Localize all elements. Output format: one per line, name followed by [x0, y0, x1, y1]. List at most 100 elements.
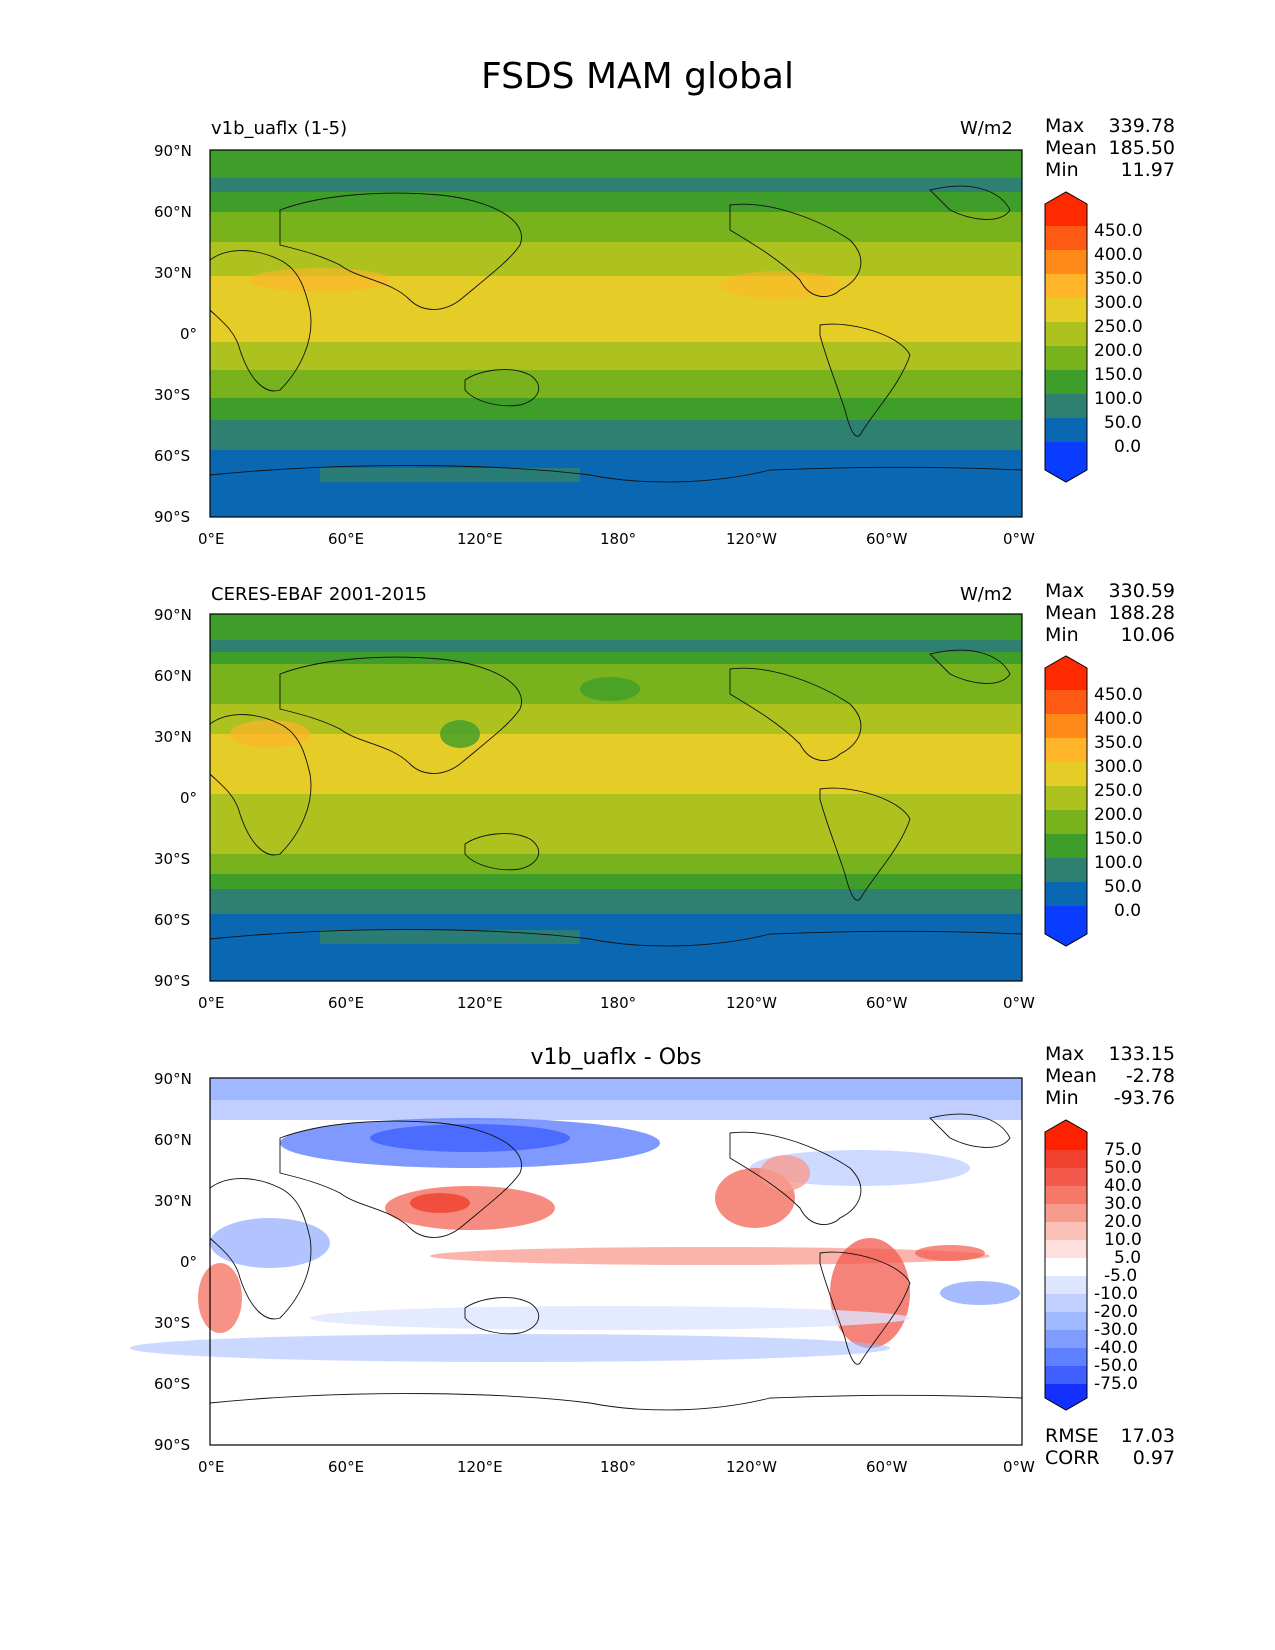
- lat-tick: 60°N: [154, 667, 192, 685]
- map-fill: [130, 1078, 1022, 1445]
- lat-tick: 0°: [180, 325, 198, 343]
- stat-min: Min 10.06: [1045, 624, 1175, 646]
- lon-tick: 180°: [600, 530, 637, 548]
- lon-tick: 120°E: [457, 994, 503, 1012]
- colorbar-segments: [1045, 656, 1087, 946]
- map-diff: [130, 1077, 1023, 1446]
- map-fill: [210, 614, 1022, 981]
- lon-tick: 180°: [600, 1458, 637, 1476]
- lat-tick: 0°: [180, 789, 198, 807]
- lon-tick: 120°E: [457, 1458, 503, 1476]
- map-ref: [209, 613, 1023, 982]
- map-fill: [210, 150, 1022, 517]
- colorbar-label: 150.0: [1094, 365, 1143, 385]
- colorbar-label: 450.0: [1094, 685, 1143, 705]
- stat-mean: Mean -2.78: [1045, 1065, 1175, 1087]
- lon-tick: 120°E: [457, 530, 503, 548]
- coastlines: [209, 649, 1023, 947]
- lon-tick: 0°W: [1003, 994, 1035, 1012]
- colorbar-label: 75.0: [1104, 1140, 1142, 1160]
- map-test: [209, 149, 1023, 518]
- units-label: W/m2: [960, 118, 1013, 139]
- colorbar-label: 5.0: [1114, 1248, 1142, 1268]
- colorbar-label: -50.0: [1094, 1356, 1138, 1376]
- panel-title-left: CERES-EBAF 2001-2015: [211, 584, 427, 605]
- lat-tick: 90°S: [154, 508, 191, 526]
- panel-title-left: v1b_uaflx (1-5): [211, 118, 348, 139]
- lat-tick: 90°S: [154, 972, 191, 990]
- lat-tick: 0°: [180, 1253, 198, 1271]
- colorbar-label: -30.0: [1094, 1320, 1138, 1340]
- lat-tick: 30°S: [154, 1314, 191, 1332]
- lat-tick: 90°N: [154, 142, 192, 160]
- colorbar-label: 300.0: [1094, 757, 1143, 777]
- colorbar-label: 400.0: [1094, 709, 1143, 729]
- lon-tick: 0°E: [198, 994, 225, 1012]
- lat-tick: 30°S: [154, 386, 191, 404]
- lat-tick: 90°N: [154, 606, 192, 624]
- lat-tick: 90°S: [154, 1436, 191, 1454]
- stat-mean: Mean 188.28: [1045, 602, 1175, 624]
- units-label: W/m2: [960, 584, 1013, 605]
- colorbar: [1044, 655, 1088, 947]
- stat-max: Max 339.78: [1045, 115, 1175, 137]
- lon-tick: 120°W: [726, 1458, 777, 1476]
- lat-tick: 60°S: [154, 1375, 191, 1393]
- colorbar-label: 20.0: [1104, 1212, 1142, 1232]
- lon-tick: 120°W: [726, 994, 777, 1012]
- stat-mean: Mean 185.50: [1045, 137, 1175, 159]
- lon-tick: 60°E: [328, 994, 365, 1012]
- colorbar-label: -40.0: [1094, 1338, 1138, 1358]
- lat-tick: 60°S: [154, 447, 191, 465]
- lat-tick: 30°S: [154, 850, 191, 868]
- colorbar-label: 30.0: [1104, 1194, 1142, 1214]
- stat-corr: CORR 0.97: [1045, 1447, 1175, 1469]
- lon-tick: 60°E: [328, 1458, 365, 1476]
- lon-tick: 60°W: [866, 530, 908, 548]
- figure-title: FSDS MAM global: [481, 56, 794, 97]
- colorbar-segments: [1045, 192, 1087, 482]
- colorbar-label: -20.0: [1094, 1302, 1138, 1322]
- colorbar-label: 350.0: [1094, 269, 1143, 289]
- colorbar-label: 0.0: [1114, 437, 1142, 457]
- lon-tick: 0°W: [1003, 530, 1035, 548]
- colorbar-label: 250.0: [1094, 781, 1143, 801]
- lat-tick: 30°N: [154, 728, 192, 746]
- lat-tick: 30°N: [154, 1192, 192, 1210]
- colorbar-label: 350.0: [1094, 733, 1143, 753]
- colorbar-label: 50.0: [1104, 413, 1142, 433]
- colorbar: [1044, 191, 1088, 483]
- colorbar-label: 100.0: [1094, 389, 1143, 409]
- coastlines: [209, 185, 1023, 483]
- stat-rmse: RMSE 17.03: [1045, 1425, 1175, 1447]
- colorbar-label: 300.0: [1094, 293, 1143, 313]
- lon-tick: 120°W: [726, 530, 777, 548]
- colorbar-label: 0.0: [1114, 901, 1142, 921]
- lon-tick: 0°E: [198, 530, 225, 548]
- lon-tick: 60°W: [866, 1458, 908, 1476]
- colorbar-label: 200.0: [1094, 805, 1143, 825]
- lat-tick: 60°N: [154, 203, 192, 221]
- diff-colorbar: [1044, 1119, 1088, 1411]
- colorbar-label: 250.0: [1094, 317, 1143, 337]
- coastlines: [209, 1113, 1023, 1411]
- lon-tick: 180°: [600, 994, 637, 1012]
- colorbar-label: 10.0: [1104, 1230, 1142, 1250]
- stat-max: Max 133.15: [1045, 1043, 1175, 1065]
- colorbar-label: 450.0: [1094, 221, 1143, 241]
- colorbar-label: 200.0: [1094, 341, 1143, 361]
- stat-max: Max 330.59: [1045, 580, 1175, 602]
- lon-tick: 0°W: [1003, 1458, 1035, 1476]
- colorbar-label: -5.0: [1104, 1266, 1138, 1286]
- colorbar-label: -75.0: [1094, 1374, 1138, 1394]
- lat-tick: 90°N: [154, 1070, 192, 1088]
- lon-tick: 0°E: [198, 1458, 225, 1476]
- lat-tick: 60°S: [154, 911, 191, 929]
- lon-tick: 60°W: [866, 994, 908, 1012]
- colorbar-label: 50.0: [1104, 1158, 1142, 1178]
- stat-min: Min 11.97: [1045, 159, 1175, 181]
- colorbar-label: 50.0: [1104, 877, 1142, 897]
- colorbar-label: 400.0: [1094, 245, 1143, 265]
- colorbar-label: 100.0: [1094, 853, 1143, 873]
- stat-min: Min -93.76: [1045, 1087, 1175, 1109]
